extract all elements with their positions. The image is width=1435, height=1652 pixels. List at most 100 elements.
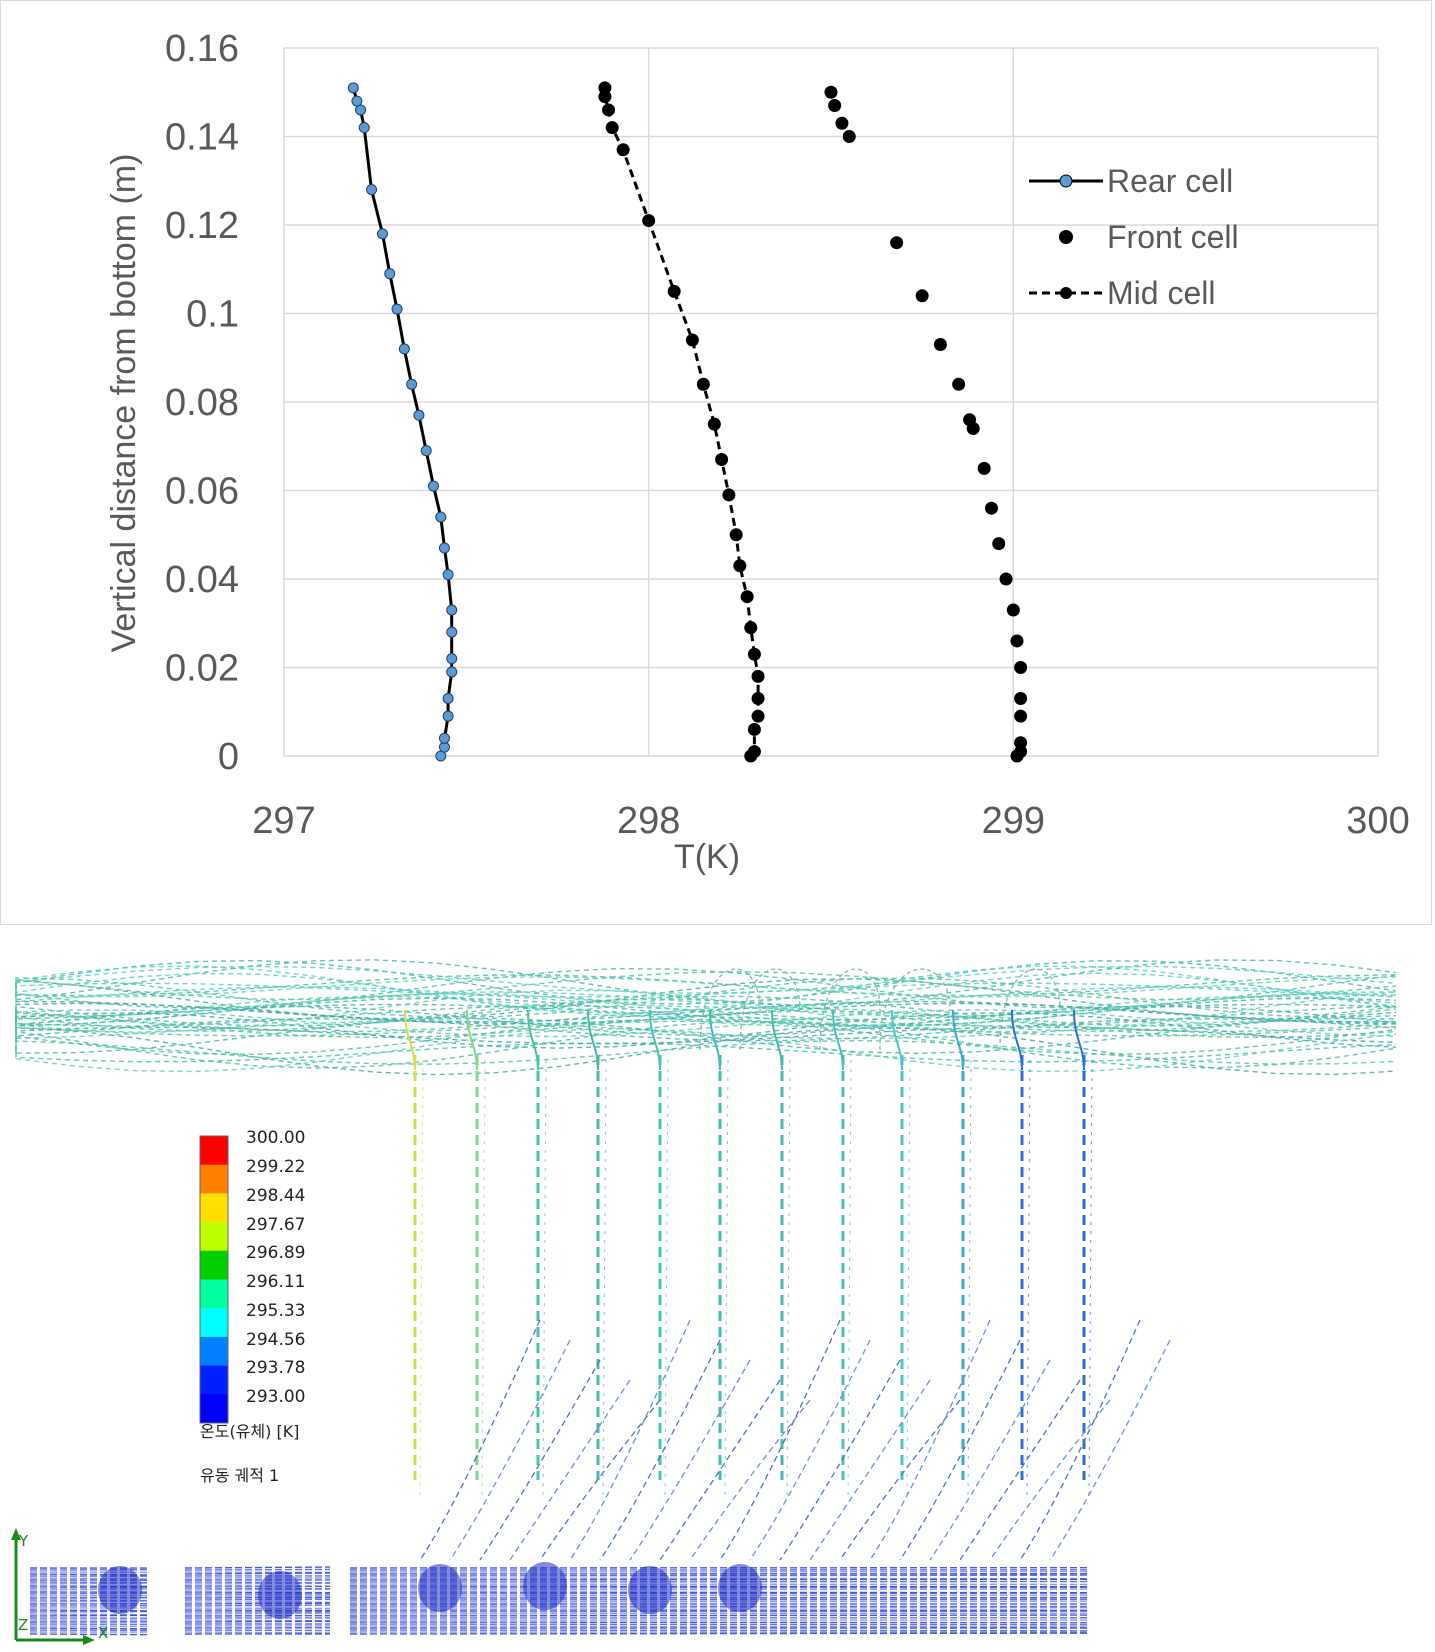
data-point-rear-cell — [384, 268, 396, 280]
temperature-profile-chart: 0 0.02 0.04 0.06 0.08 0.1 0.12 0.14 0.16 297 298 2… — [0, 0, 1432, 925]
outlet-streamline — [29, 1614, 151, 1617]
inlet-arc — [999, 968, 1061, 1051]
z-axis-glyph: Z — [18, 1616, 28, 1634]
diagonal-streamline — [869, 1319, 991, 1561]
top-streamline — [15, 1002, 1397, 1025]
data-point-rear-cell — [398, 343, 410, 355]
data-point-rear-cell — [358, 122, 370, 134]
channel-entry-curve — [466, 1009, 478, 1071]
top-streamline — [15, 972, 1397, 1018]
data-point-front-cell — [1010, 634, 1024, 648]
vortex-core — [718, 1564, 762, 1612]
colorbar-value: 295.33 — [246, 1301, 305, 1321]
x-tick-label: 299 — [982, 800, 1045, 842]
inlet-arc — [739, 968, 801, 1051]
diagonal-streamline — [449, 1339, 571, 1561]
data-point-mid-cell — [605, 121, 619, 135]
diagonal-streamline — [509, 1379, 631, 1561]
top-streamline — [15, 959, 1397, 1005]
legend-label-mid: Mid cell — [1107, 275, 1215, 311]
top-streamline — [15, 1039, 1397, 1065]
data-point-front-cell — [992, 537, 1006, 551]
outlet-streamline — [184, 1604, 331, 1607]
trajectory-label: 유동 궤적 1 — [200, 1466, 279, 1485]
outlet-streamline — [184, 1566, 331, 1569]
outlet-streamline — [29, 1627, 151, 1630]
diagonal-streamline — [569, 1319, 691, 1561]
series-line-mid-cell — [603, 87, 760, 757]
channel-streamline-faint — [906, 1059, 911, 1501]
vortex-core — [628, 1566, 672, 1614]
top-streamline — [15, 967, 1397, 1009]
diagonal-streamline — [989, 1399, 1111, 1561]
y-axis-ticks: 0 0.02 0.04 0.06 0.08 0.1 0.12 0.14 0.16 — [165, 28, 239, 778]
colorbar-value: 299.22 — [246, 1157, 305, 1177]
chart-series — [347, 81, 1028, 763]
colorbar-value: 293.78 — [246, 1358, 305, 1378]
outlet-streamline — [349, 1614, 1091, 1617]
y-tick-label: 0 — [218, 736, 239, 778]
inlet-arc — [879, 968, 951, 1051]
colorbar-swatch — [200, 1308, 228, 1338]
data-point-mid-cell — [747, 647, 761, 661]
top-streamline — [15, 992, 1397, 1027]
outlet-streamline — [349, 1600, 1091, 1603]
y-tick-label: 0.08 — [165, 382, 239, 424]
outlet-streamline — [184, 1631, 331, 1634]
channel-streamline-faint — [967, 1059, 972, 1501]
top-streamline — [15, 976, 1397, 998]
diagonal-streamline — [779, 1359, 901, 1561]
data-point-rear-cell — [406, 378, 418, 390]
outlet-streamline — [184, 1591, 331, 1594]
channel-entry-curve — [649, 1009, 661, 1071]
diagonal-streamline — [659, 1379, 781, 1561]
data-point-front-cell — [1014, 661, 1028, 674]
top-streamline — [15, 995, 1397, 1027]
diagonal-streamline — [1049, 1339, 1171, 1561]
data-point-mid-cell — [751, 669, 765, 683]
data-point-front-cell — [999, 572, 1013, 586]
data-point-mid-cell — [733, 559, 747, 573]
channel-streamline-faint — [419, 1059, 424, 1501]
vortex-core — [523, 1562, 567, 1610]
data-point-front-cell — [933, 337, 947, 351]
data-point-front-cell — [835, 116, 849, 130]
top-streamline — [15, 1018, 1397, 1056]
diagonal-streamline — [1019, 1319, 1141, 1561]
data-point-rear-cell — [391, 303, 403, 315]
outlet-streamline — [184, 1582, 331, 1585]
outlet-streamline — [349, 1629, 1091, 1632]
channel-entry-curve — [1073, 1009, 1085, 1071]
x-axis-glyph: X — [98, 1624, 108, 1642]
diagonal-streamline — [689, 1399, 811, 1561]
diagonal-streamline — [599, 1339, 721, 1561]
data-point-front-cell — [842, 130, 856, 143]
data-point-front-cell — [824, 85, 838, 99]
top-streamline — [15, 1026, 1397, 1045]
data-point-mid-cell — [667, 284, 681, 298]
top-streamline — [15, 1020, 1397, 1040]
diagonal-streamline — [479, 1359, 601, 1561]
series-rear-cell — [347, 82, 458, 762]
outlet-streamline — [184, 1602, 331, 1605]
top-streamline — [15, 1027, 1397, 1073]
colorbar-value: 297.67 — [246, 1215, 305, 1235]
data-point-rear-cell — [446, 626, 458, 638]
data-point-rear-cell — [446, 653, 458, 665]
data-point-mid-cell — [751, 709, 765, 723]
legend-label-rear: Rear cell — [1107, 163, 1233, 199]
diagonal-streamline — [629, 1359, 751, 1561]
flow-render: 300.00 299.22 298.44 297.67 296.89 296.1… — [11, 959, 1397, 1645]
data-point-mid-cell — [715, 453, 729, 467]
y-axis-title: Vertical distance from bottom (m) — [105, 154, 143, 653]
y-arrowhead — [11, 1528, 21, 1540]
diagonal-streamline — [539, 1399, 661, 1561]
top-streamline — [15, 1017, 1397, 1055]
vortex-core — [258, 1571, 302, 1619]
vortex-core — [418, 1564, 462, 1612]
data-point-mid-cell — [722, 488, 736, 502]
channel-streamline-faint — [542, 1059, 547, 1501]
outlet-streamline — [349, 1605, 1091, 1608]
chart-legend: Rear cell Front cell Mid cell — [1029, 163, 1239, 311]
channel-streamline-faint — [1026, 1059, 1031, 1501]
